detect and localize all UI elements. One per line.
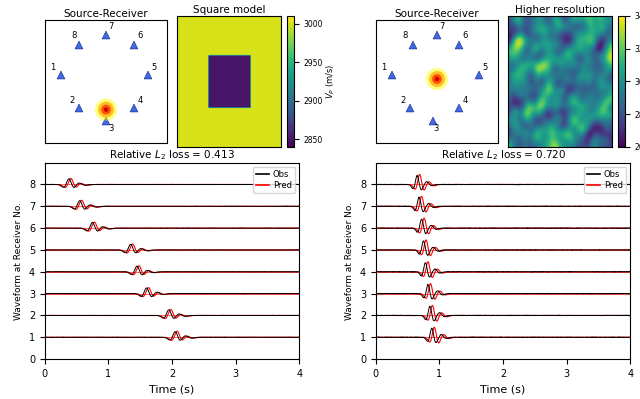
Text: 1: 1	[50, 63, 55, 72]
Text: 7: 7	[108, 22, 114, 31]
Circle shape	[435, 77, 439, 81]
Text: 1: 1	[381, 63, 386, 72]
Text: 3: 3	[108, 124, 114, 133]
X-axis label: Time (s): Time (s)	[150, 384, 195, 394]
Text: 2: 2	[400, 96, 406, 105]
Circle shape	[104, 107, 108, 112]
Text: 5: 5	[483, 63, 488, 72]
Text: Relative $L_2$ loss = 0.720: Relative $L_2$ loss = 0.720	[440, 148, 566, 162]
Circle shape	[95, 99, 117, 120]
Legend: Obs, Pred: Obs, Pred	[584, 167, 626, 193]
Circle shape	[429, 71, 445, 87]
Text: 4: 4	[463, 96, 468, 105]
Circle shape	[101, 105, 111, 115]
Text: 4: 4	[138, 96, 143, 105]
Text: 2: 2	[69, 96, 74, 105]
Text: 6: 6	[138, 31, 143, 40]
Text: 8: 8	[72, 31, 77, 40]
Text: 3: 3	[433, 124, 438, 133]
Text: 6: 6	[463, 31, 468, 40]
Y-axis label: Waveform at Receiver No.: Waveform at Receiver No.	[14, 202, 23, 320]
Y-axis label: $V_P$ (m/s): $V_P$ (m/s)	[324, 64, 337, 99]
Circle shape	[432, 74, 442, 84]
Title: Square model: Square model	[193, 5, 265, 15]
X-axis label: Time (s): Time (s)	[481, 384, 525, 394]
Title: Higher resolution: Higher resolution	[515, 5, 605, 15]
Y-axis label: Waveform at Receiver No.: Waveform at Receiver No.	[345, 202, 355, 320]
Circle shape	[426, 68, 448, 90]
Legend: Obs, Pred: Obs, Pred	[253, 167, 295, 193]
Text: 7: 7	[440, 22, 445, 31]
Circle shape	[98, 102, 114, 118]
Title: Source-Receiver: Source-Receiver	[64, 10, 148, 20]
Text: Relative $L_2$ loss = 0.413: Relative $L_2$ loss = 0.413	[109, 148, 235, 162]
Title: Source-Receiver: Source-Receiver	[395, 10, 479, 20]
Text: 5: 5	[151, 63, 157, 72]
Text: 8: 8	[403, 31, 408, 40]
